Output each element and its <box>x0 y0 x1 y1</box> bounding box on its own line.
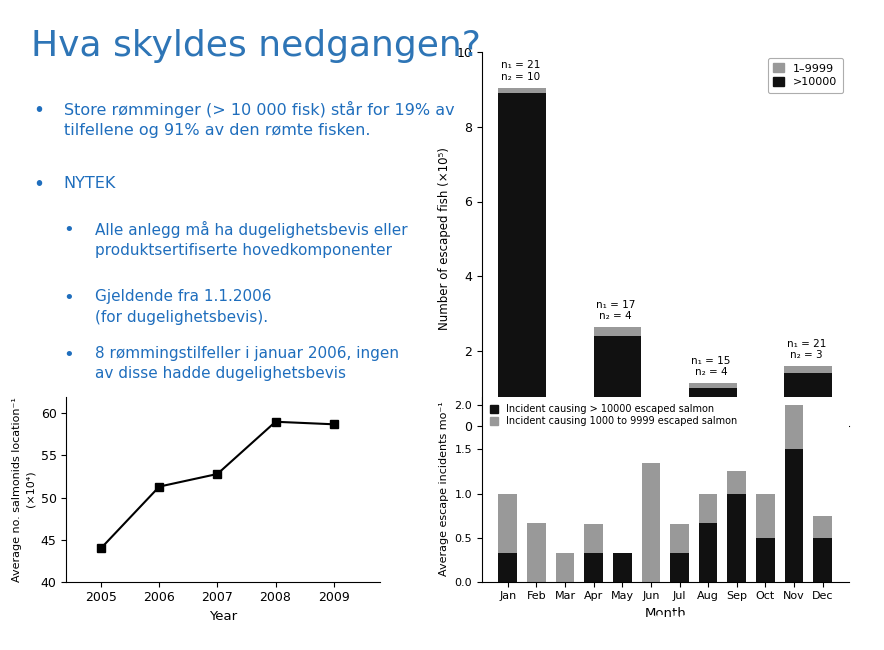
Bar <box>699 493 718 523</box>
Bar <box>642 463 660 582</box>
Bar <box>499 552 517 582</box>
Legend: Incident causing > 10000 escaped salmon, Incident causing 1000 to 9999 escaped s: Incident causing > 10000 escaped salmon,… <box>486 401 740 429</box>
Text: SINTEF: SINTEF <box>60 611 132 629</box>
Text: •: • <box>64 221 74 239</box>
Bar <box>756 493 774 538</box>
Text: 8 rømmingstilfeller i januar 2006, ingen
av disse hadde dugelighetsbevis: 8 rømmingstilfeller i januar 2006, ingen… <box>95 346 399 381</box>
Bar <box>556 552 575 582</box>
Bar <box>813 515 832 538</box>
Text: Teknologi for et bedre samfunn: Teknologi for et bedre samfunn <box>530 612 800 627</box>
Bar <box>584 523 603 552</box>
Bar <box>499 493 517 552</box>
Bar <box>813 538 832 582</box>
Text: •: • <box>34 176 45 194</box>
Bar <box>785 449 804 582</box>
X-axis label: Month: Month <box>644 607 686 620</box>
Bar <box>499 88 546 93</box>
Text: n₁ = 21
n₂ = 10: n₁ = 21 n₂ = 10 <box>500 60 540 82</box>
Text: Store rømminger (> 10 000 fisk) står for 19% av
tilfellene og 91% av den rømte f: Store rømminger (> 10 000 fisk) står for… <box>64 101 454 138</box>
Bar <box>784 366 832 373</box>
Text: n₁ = 17
n₂ = 4: n₁ = 17 n₂ = 4 <box>596 300 636 321</box>
Text: n₁ = 15
n₂ = 4: n₁ = 15 n₂ = 4 <box>691 356 731 377</box>
Bar <box>670 552 689 582</box>
Legend: 1–9999, >10000: 1–9999, >10000 <box>767 58 843 93</box>
X-axis label: Year: Year <box>210 610 237 623</box>
Bar <box>689 388 736 426</box>
Text: •: • <box>34 101 45 120</box>
Bar <box>594 336 642 426</box>
Y-axis label: Average escape incidents mo⁻¹: Average escape incidents mo⁻¹ <box>438 402 449 577</box>
Bar <box>613 552 631 582</box>
Text: Hva skyldes nedgangen?: Hva skyldes nedgangen? <box>31 29 481 63</box>
Bar <box>527 523 545 582</box>
Bar <box>594 327 642 336</box>
Text: •: • <box>64 346 74 364</box>
Y-axis label: Number of escaped fish (×10⁵): Number of escaped fish (×10⁵) <box>438 148 451 330</box>
X-axis label: Year: Year <box>652 454 679 467</box>
Text: Alle anlegg må ha dugelighetsbevis eller
produktsertifiserte hovedkomponenter: Alle anlegg må ha dugelighetsbevis eller… <box>95 221 408 259</box>
Bar <box>584 552 603 582</box>
Text: Gjeldende fra 1.1.2006
(for dugelighetsbevis).: Gjeldende fra 1.1.2006 (for dugelighetsb… <box>95 289 271 324</box>
Bar <box>689 383 736 388</box>
Text: •: • <box>64 289 74 307</box>
Text: 4: 4 <box>849 612 857 627</box>
Text: n₁ = 21
n₂ = 3: n₁ = 21 n₂ = 3 <box>787 339 826 360</box>
Bar <box>670 523 689 552</box>
Bar <box>728 493 746 582</box>
Bar <box>699 523 718 582</box>
Bar <box>728 471 746 493</box>
Y-axis label: Average no. salmonids location⁻¹
(×10⁴): Average no. salmonids location⁻¹ (×10⁴) <box>11 396 35 582</box>
Bar <box>499 93 546 426</box>
Text: NYTEK: NYTEK <box>64 176 116 190</box>
Bar <box>756 538 774 582</box>
Bar <box>784 373 832 426</box>
Bar <box>785 406 804 449</box>
Text: S: S <box>29 614 38 627</box>
